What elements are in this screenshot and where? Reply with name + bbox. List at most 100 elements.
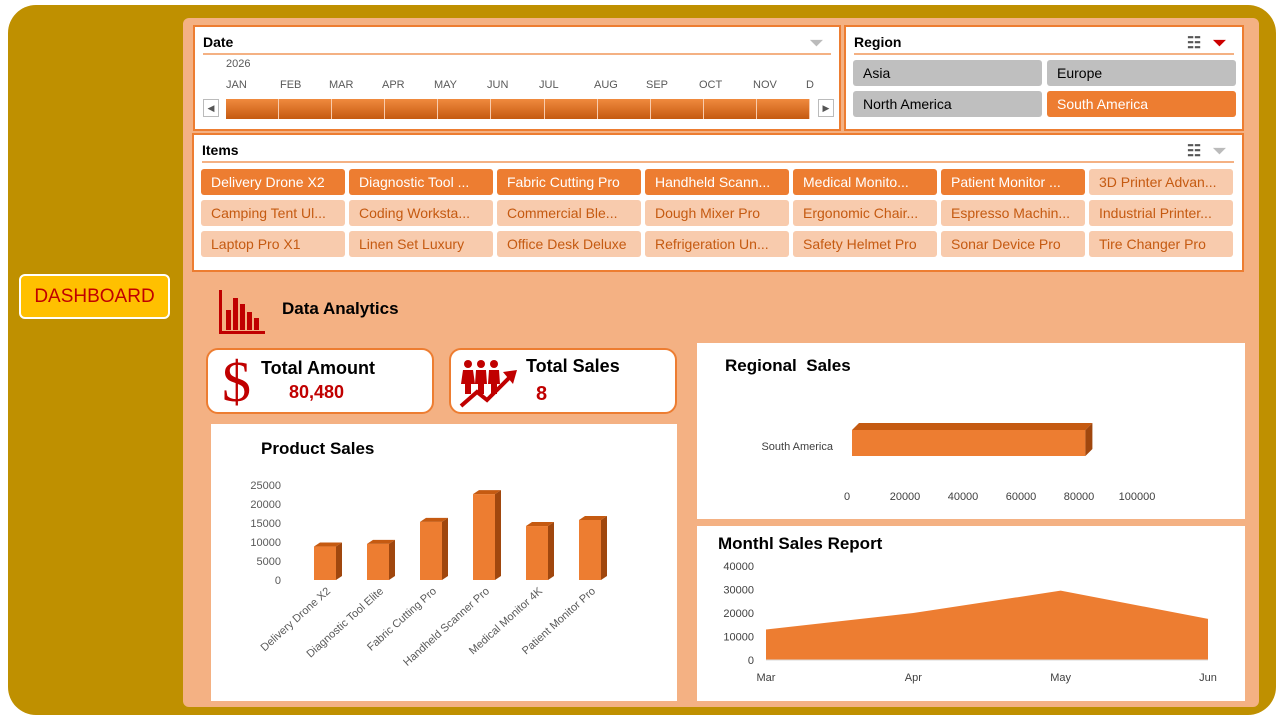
month-label[interactable]: AUG [594,79,618,91]
bar [526,526,548,580]
year-label: 2026 [226,58,251,70]
x-tick-label: Jun [1199,672,1217,684]
item-tile[interactable]: Handheld Scann... [645,169,789,195]
item-tile[interactable]: Refrigeration Un... [645,231,789,257]
monthly-sales-chart: Monthl Sales Report 0 10000 20000 30000 4000… [697,526,1245,701]
date-slicer-title: Date [203,34,234,50]
month-label[interactable]: SEP [646,79,669,91]
dashboard-button[interactable]: DASHBOARD [19,274,170,319]
bar-top [420,517,448,522]
timeline-segment[interactable] [651,99,704,119]
month-label[interactable]: MAR [329,79,354,91]
item-tile[interactable]: Office Desk Deluxe [497,231,641,257]
item-tile[interactable]: Medical Monito... [793,169,937,195]
bar-side [1085,423,1093,456]
month-label[interactable]: JUN [487,79,509,91]
scroll-left-button[interactable]: ◀ [203,99,219,117]
item-tile[interactable]: Ergonomic Chair... [793,200,937,226]
item-tile[interactable]: Espresso Machin... [941,200,1085,226]
item-tile[interactable]: Linen Set Luxury [349,231,493,257]
region-item[interactable]: North America [853,91,1042,117]
region-slicer-title: Region [854,34,902,50]
item-tile[interactable]: Industrial Printer... [1089,200,1233,226]
month-label[interactable]: OCT [699,79,723,91]
total-sales-value: 8 [536,383,548,405]
clear-filter-icon[interactable]: ⏷ [810,35,823,52]
x-tick-label: 100000 [1119,491,1156,503]
item-tile[interactable]: 3D Printer Advan... [1089,169,1233,195]
y-tick-label: 0 [748,655,754,667]
x-tick-label: 0 [844,491,850,503]
bar [852,430,1086,456]
timeline-segment[interactable] [385,99,439,119]
month-label[interactable]: MAY [434,79,458,91]
month-label[interactable]: FEB [280,79,302,91]
clear-filter-icon[interactable]: ⏷ [1213,35,1226,52]
bar-top [526,522,554,527]
x-tick-label: Mar [757,672,776,684]
item-tile[interactable]: Dough Mixer Pro [645,200,789,226]
bar-side [389,539,395,580]
bar-top [314,542,342,547]
item-tile[interactable]: Fabric Cutting Pro [497,169,641,195]
item-tile[interactable]: Coding Worksta... [349,200,493,226]
timeline-segment[interactable] [598,99,651,119]
item-tile[interactable]: Sonar Device Pro [941,231,1085,257]
chart-title: Monthl Sales Report [718,534,883,553]
x-tick-label: 80000 [1064,491,1095,503]
timeline-segment[interactable] [332,99,386,119]
bar-side [442,517,448,580]
y-tick-label: 0 [275,575,281,587]
item-tile[interactable]: Laptop Pro X1 [201,231,345,257]
dollar-icon: $ [222,349,251,414]
y-tick-label: 20000 [723,608,754,620]
x-tick-label: 60000 [1006,491,1037,503]
items-slicer-title: Items [202,142,239,158]
total-amount-value: 80,480 [289,382,345,402]
item-tile[interactable]: Tire Changer Pro [1089,231,1233,257]
timeline-segment[interactable] [226,99,280,119]
month-label[interactable]: JAN [226,79,247,91]
x-tick-label: 20000 [890,491,921,503]
y-tick-label: South America [761,441,833,453]
y-tick-label: 10000 [723,632,754,644]
y-tick-label: 40000 [723,561,754,573]
item-tile[interactable]: Delivery Drone X2 [201,169,345,195]
chart-title: Product Sales [261,439,375,458]
month-label[interactable]: APR [382,79,405,91]
month-label[interactable]: JUL [539,79,559,91]
bar-side [495,490,501,580]
item-tile[interactable]: Commercial Ble... [497,200,641,226]
y-tick-label: 20000 [250,499,281,511]
item-tile[interactable]: Camping Tent Ul... [201,200,345,226]
timeline-bar[interactable] [226,99,811,119]
region-item[interactable]: Asia [853,60,1042,86]
multi-select-icon[interactable]: ☷ [1186,143,1202,160]
region-slicer: Region ☷ ⏷ Asia Europe North America South A… [844,25,1244,131]
timeline-segment[interactable] [757,99,811,119]
timeline-segment[interactable] [545,99,598,119]
month-label[interactable]: D [806,79,814,91]
multi-select-icon[interactable]: ☷ [1186,35,1202,52]
item-tile[interactable]: Patient Monitor ... [941,169,1085,195]
y-tick-label: 30000 [723,585,754,597]
date-slicer: Date ⏷ 2026 JAN FEB MAR APR MAY JUN JUL AUG SEP O… [193,25,841,131]
clear-filter-icon[interactable]: ⏷ [1213,143,1226,160]
bar-top [852,423,1093,430]
timeline-segment[interactable] [438,99,492,119]
scroll-right-button[interactable]: ▶ [818,99,834,117]
month-label[interactable]: NOV [753,79,777,91]
bar-side [548,522,554,580]
bar-top [473,490,501,495]
region-item[interactable]: South America [1047,91,1236,117]
regional-sales-chart: Regional Sales 0 20000 40000 60000 80000 1000… [697,343,1245,519]
region-item[interactable]: Europe [1047,60,1236,86]
bar-top [367,539,395,544]
y-tick-label: 15000 [250,518,281,530]
timeline-segment[interactable] [704,99,757,119]
item-tile[interactable]: Safety Helmet Pro [793,231,937,257]
x-tick-label: 40000 [948,491,979,503]
timeline-segment[interactable] [491,99,545,119]
timeline-segment[interactable] [279,99,333,119]
item-tile[interactable]: Diagnostic Tool ... [349,169,493,195]
